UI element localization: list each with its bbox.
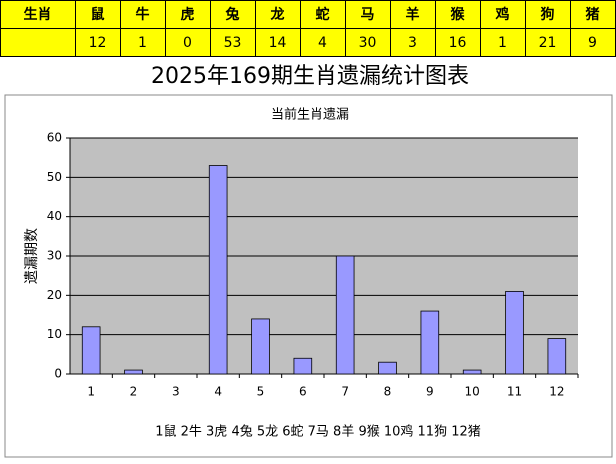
count-text: 0: [183, 35, 192, 51]
header-text: 生肖: [24, 6, 52, 23]
header-text: 鸡: [495, 6, 510, 23]
y-tick-label: 30: [47, 249, 62, 263]
count-cell: [390, 28, 436, 57]
count-text: 4: [318, 35, 327, 51]
count-text: 53: [224, 35, 242, 51]
count-text: 1: [498, 35, 507, 51]
header-text: 龙: [270, 6, 285, 23]
header-text: 虎: [181, 6, 195, 23]
y-tick-label: 20: [47, 288, 62, 302]
header-text: 猴: [450, 6, 466, 23]
count-text: 1: [138, 35, 147, 51]
x-tick-label: 1: [87, 385, 95, 399]
x-tick-label: 5: [257, 385, 265, 399]
header-cell: [300, 0, 346, 29]
count-text: 30: [359, 35, 377, 51]
header-text: 牛: [136, 6, 150, 23]
x-tick-label: 10: [465, 385, 480, 399]
x-tick-label: 7: [341, 385, 349, 399]
count-cell: [570, 28, 616, 57]
count-cell: [165, 28, 211, 57]
header-cell: [0, 0, 76, 29]
header-text: 猪: [585, 6, 600, 23]
bar: [335, 255, 355, 375]
y-tick-label: 50: [47, 170, 62, 184]
header-cell: [435, 0, 481, 29]
count-cell: [75, 28, 121, 57]
count-text: 12: [89, 35, 107, 51]
bar: [81, 326, 101, 375]
caption: 1鼠 2牛 3虎 4兔 5龙 6蛇 7马 8羊 9猴 10鸡 11狗 12猪: [155, 424, 481, 440]
x-tick-label: 6: [299, 385, 307, 399]
x-tick-label: 3: [172, 385, 180, 399]
bar: [420, 310, 440, 375]
header-text: 羊: [406, 6, 420, 23]
count-text: 14: [269, 35, 287, 51]
count-cell: [480, 28, 526, 57]
x-tick-label: 9: [426, 385, 434, 399]
header-text: 兔: [225, 6, 240, 23]
y-axis-label: 遗漏期数: [24, 228, 40, 284]
bar: [251, 318, 270, 375]
count-text: 16: [449, 35, 467, 51]
count-cell: [300, 28, 346, 57]
count-cell: [0, 28, 76, 57]
y-tick-label: 0: [54, 367, 62, 381]
bar: [462, 369, 482, 375]
count-cell: [255, 28, 301, 57]
bar: [505, 290, 524, 375]
x-tick-label: 2: [130, 385, 138, 399]
header-cell: [480, 0, 526, 29]
y-tick-label: 10: [47, 327, 62, 341]
count-text: 21: [539, 35, 557, 51]
bar: [378, 361, 397, 375]
header-text: 蛇: [316, 6, 330, 23]
bar: [293, 357, 313, 375]
header-text: 鼠: [91, 6, 105, 23]
header-cell: [210, 0, 256, 29]
chart-title: 当前生肖遗漏: [271, 107, 349, 123]
x-tick-label: 8: [384, 385, 392, 399]
count-cell: [210, 28, 256, 57]
header-cell: [525, 0, 571, 29]
header-text: 马: [361, 7, 375, 23]
count-text: 9: [588, 35, 597, 51]
header-cell: [390, 0, 436, 29]
count-cell: [120, 28, 166, 57]
count-text: 3: [408, 35, 417, 51]
x-tick-label: 4: [214, 385, 222, 399]
count-cell: [525, 28, 571, 57]
x-tick-label: 11: [507, 385, 522, 399]
header-cell: [75, 0, 121, 29]
bar: [208, 165, 228, 375]
header-cell: [570, 0, 616, 29]
y-tick-label: 40: [47, 209, 62, 223]
bar: [124, 369, 143, 375]
heading: 2025年169期生肖遗漏统计图表: [151, 64, 469, 89]
x-tick-label: 12: [549, 385, 564, 399]
bar: [547, 338, 567, 375]
header-cell: [345, 0, 391, 29]
count-cell: [345, 28, 391, 57]
header-text: 狗: [541, 6, 555, 23]
y-tick-label: 60: [47, 131, 62, 145]
